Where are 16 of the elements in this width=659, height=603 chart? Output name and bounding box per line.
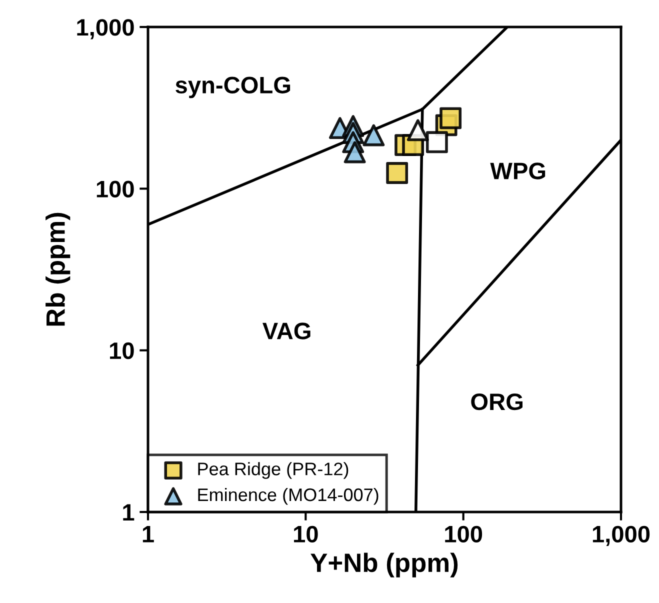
annotation: VAG [262, 322, 310, 340]
annotation: WPG [490, 162, 546, 180]
x-tick-label: 1 [142, 526, 154, 542]
x-tick-label: 1,000 [592, 526, 650, 546]
annotation: syn-COLG [176, 76, 290, 98]
annotation: ORG [471, 393, 522, 410]
y-axis-title: Rb (ppm) [46, 212, 70, 326]
y-tick-label: 100 [96, 180, 134, 198]
y-tick-label: 10 [110, 342, 134, 360]
y-tick-label: 1,000 [77, 19, 134, 40]
legend-label: Eminence (MO14-007) [198, 488, 378, 505]
x-tick-label: 10 [294, 526, 318, 543]
x-axis-title: Y+Nb (ppm) [310, 552, 458, 578]
legend-label: Pea Ridge (PR-12) [198, 462, 348, 479]
x-tick-label: 100 [445, 526, 482, 543]
y-tick-label: 1 [123, 504, 134, 521]
